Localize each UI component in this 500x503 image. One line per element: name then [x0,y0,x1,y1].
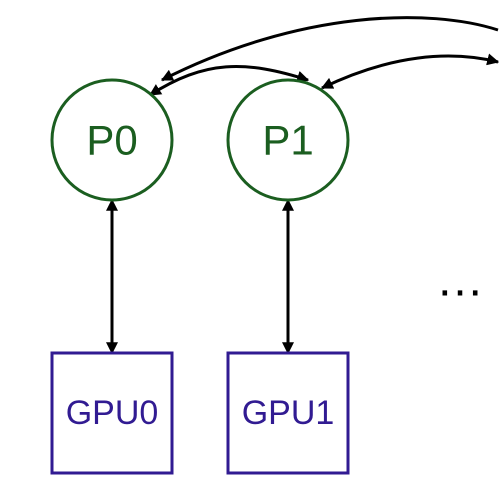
node-gpu0: GPU0 [52,353,172,473]
node-label-p1: P1 [262,117,313,164]
node-label-p0: P0 [86,117,137,164]
diagram-canvas: P0 P1 GPU0 GPU1 … [0,0,500,503]
node-gpu1: GPU1 [228,353,348,473]
ellipsis: … [436,254,484,307]
node-p1: P1 [228,80,348,200]
nodes-group: P0 P1 GPU0 GPU1 [52,80,348,473]
edge-top-p0-off [162,18,498,80]
node-label-gpu0: GPU0 [66,394,159,432]
node-label-gpu1: GPU1 [242,394,335,432]
node-p0: P0 [52,80,172,200]
edge-top-p1-off [322,56,498,88]
